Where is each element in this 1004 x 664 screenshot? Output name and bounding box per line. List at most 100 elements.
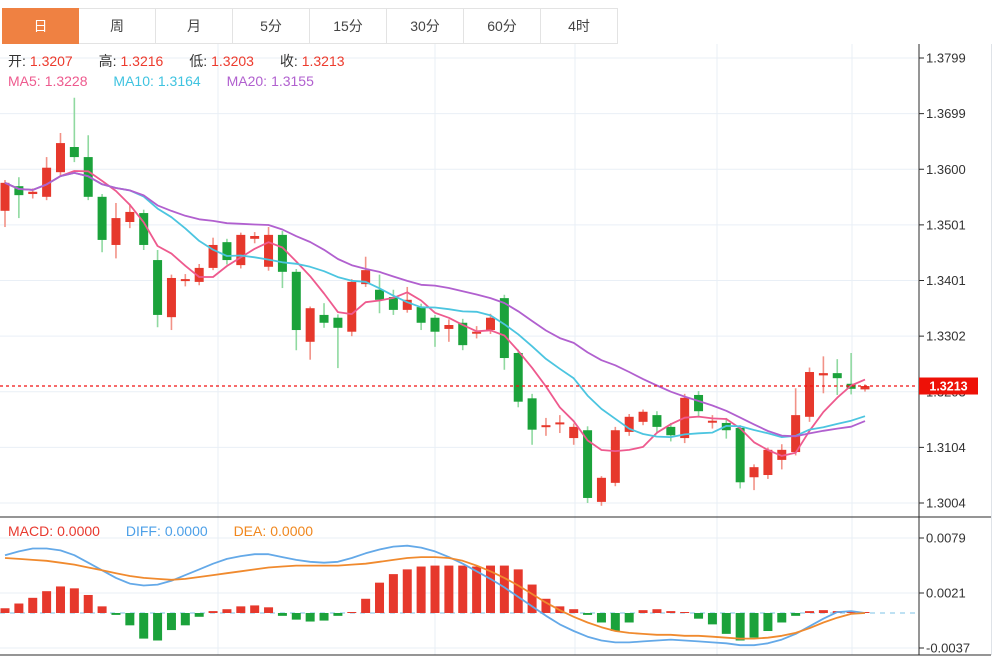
tab-week[interactable]: 周 (79, 8, 156, 44)
candle-body (125, 211, 135, 223)
candle-body (277, 234, 287, 272)
candle-body (444, 325, 454, 329)
macd-bar (347, 612, 357, 613)
price-axis-label: 1.3600 (926, 162, 966, 177)
dea-label: DEA: (233, 523, 267, 539)
candle-body (638, 411, 648, 422)
tab-4hour[interactable]: 4时 (541, 8, 618, 44)
ma20-label: MA20: (226, 73, 268, 89)
macd-bar (458, 565, 468, 613)
macd-bar (791, 613, 801, 616)
candle-body (222, 242, 232, 261)
candle-body (319, 314, 329, 323)
candle-body (666, 426, 676, 436)
candle-body (236, 234, 246, 266)
macd-bar (444, 565, 454, 613)
macd-bar (638, 610, 648, 613)
price-axis-label: 1.3699 (926, 106, 966, 121)
macd-bar (388, 574, 398, 613)
candle-body (347, 281, 357, 332)
candle-body (180, 279, 190, 282)
tab-30min[interactable]: 30分 (387, 8, 464, 44)
tab-5min[interactable]: 5分 (233, 8, 310, 44)
macd-axis-label: 0.0079 (926, 531, 966, 546)
macd-bar (83, 594, 93, 613)
macd-bar (153, 613, 163, 641)
candle-body (416, 307, 426, 323)
macd-bar (222, 609, 232, 613)
candle-body (291, 271, 301, 331)
macd-bar (666, 611, 676, 613)
tab-60min[interactable]: 60分 (464, 8, 541, 44)
macd-bar (846, 612, 856, 613)
candle-body (305, 308, 315, 342)
macd-bar (805, 611, 815, 613)
macd-bar (28, 597, 38, 613)
candle-body (388, 297, 398, 310)
candle-body (694, 394, 704, 412)
macd-bar (818, 610, 828, 613)
macd-bar (569, 609, 579, 613)
candle-body (111, 218, 121, 245)
ma5-label: MA5: (8, 73, 41, 89)
macd-bar (264, 607, 274, 613)
candle-body (777, 449, 787, 460)
diff-label: DIFF: (125, 523, 161, 539)
ma20-value: 1.3155 (271, 73, 314, 89)
macd-bar (749, 613, 759, 638)
candle-body (610, 430, 620, 483)
last-price-tag: 1.3213 (919, 377, 978, 395)
high-value: 1.3216 (120, 53, 164, 69)
price-axis-label: 1.3302 (926, 329, 966, 344)
candle-body (652, 415, 662, 427)
open-label: 开: (8, 53, 26, 69)
macd-bar (55, 586, 65, 613)
macd-bar (430, 565, 440, 613)
macd-bar (319, 613, 329, 621)
macd-bar (125, 613, 135, 626)
candle-body (624, 416, 634, 432)
price-axis-label: 1.3799 (926, 51, 966, 66)
candle-body (153, 260, 163, 315)
last-price-tag-text: 1.3213 (929, 380, 967, 394)
low-value: 1.3203 (211, 53, 254, 69)
ma10-line (4, 171, 866, 439)
macd-bar (97, 606, 107, 613)
macd-bar (208, 611, 218, 613)
macd-bar (610, 613, 620, 632)
candle-body (28, 191, 38, 195)
candle-body (707, 420, 717, 423)
macd-bar (277, 613, 287, 616)
candle-body (749, 467, 759, 478)
macd-bar (596, 613, 606, 623)
candle-body (55, 143, 65, 173)
candle-body (583, 430, 593, 498)
tab-day[interactable]: 日 (2, 8, 79, 44)
candle-body (735, 427, 745, 483)
macd-bar (777, 613, 787, 623)
macd-bar (139, 613, 149, 639)
ma5-line (4, 170, 866, 457)
dea-line (4, 556, 866, 640)
timeframe-tabbar: 日周月 5分 15分 30分 60分 4时 (2, 8, 618, 44)
macd-label: MACD: (8, 523, 54, 539)
candle-body (333, 317, 343, 328)
macd-axis-label: 0.0021 (926, 586, 966, 601)
macd-bar (541, 598, 551, 613)
candle-body (139, 213, 149, 245)
macd-bar (652, 609, 662, 613)
macd-bar (694, 613, 704, 619)
macd-bar (499, 565, 509, 613)
candle-body (375, 289, 385, 300)
macd-value: 0.0000 (57, 523, 100, 539)
candle-body (14, 186, 24, 196)
macd-bar (14, 603, 24, 613)
macd-bar (375, 582, 385, 613)
candle-body (763, 449, 773, 476)
tab-month[interactable]: 月 (156, 8, 233, 44)
macd-bar (42, 591, 52, 613)
tab-15min[interactable]: 15分 (310, 8, 387, 44)
macd-bar (472, 566, 482, 613)
macd-bar (236, 606, 246, 613)
